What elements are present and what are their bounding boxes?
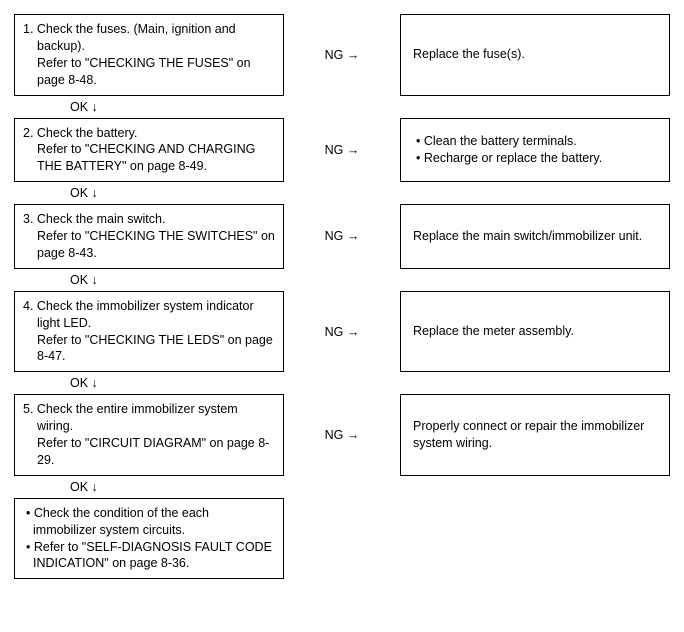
ok-row: OK ↓	[14, 96, 670, 118]
arrow-down-icon: ↓	[92, 480, 98, 494]
ok-row: OK ↓	[14, 476, 670, 498]
step-box: 1. Check the fuses. (Main, ignition and …	[14, 14, 284, 96]
ng-connector: NG →	[284, 204, 400, 269]
ng-connector: NG →	[284, 14, 400, 96]
ok-row: OK ↓	[14, 269, 670, 291]
ok-connector: OK ↓	[14, 269, 284, 291]
ok-label: OK	[70, 100, 88, 114]
result-box: Replace the meter assembly.	[400, 291, 670, 373]
result-line: Clean the battery terminals.	[413, 133, 657, 150]
step-number: 4.	[23, 299, 37, 313]
final-box: Check the condition of the each immobili…	[14, 498, 284, 580]
ok-label: OK	[70, 480, 88, 494]
flow-row: 5. Check the entire immobilizer system w…	[14, 394, 670, 476]
flow-row: 4. Check the immobilizer system indicato…	[14, 291, 670, 373]
arrow-down-icon: ↓	[92, 100, 98, 114]
ng-connector: NG →	[284, 394, 400, 476]
step-number: 2.	[23, 126, 37, 140]
flow-row: 3. Check the main switch.Refer to "CHECK…	[14, 204, 670, 269]
step-box: 5. Check the entire immobilizer system w…	[14, 394, 284, 476]
ok-label: OK	[70, 273, 88, 287]
step-number: 5.	[23, 402, 37, 416]
ok-label: OK	[70, 186, 88, 200]
step-line: 3. Check the main switch.	[23, 211, 275, 228]
step-line: Refer to "CHECKING AND CHARGING THE BATT…	[23, 141, 275, 175]
step-line: Refer to "CHECKING THE LEDS" on page 8-4…	[23, 332, 275, 366]
step-line: 2. Check the battery.	[23, 125, 275, 142]
ok-connector: OK ↓	[14, 182, 284, 204]
ng-label: NG	[325, 428, 344, 442]
final-line: Refer to "SELF-DIAGNOSIS FAULT CODE INDI…	[23, 539, 275, 573]
flow-row: 1. Check the fuses. (Main, ignition and …	[14, 14, 670, 96]
ok-label: OK	[70, 376, 88, 390]
ng-connector: NG →	[284, 291, 400, 373]
step-box: 4. Check the immobilizer system indicato…	[14, 291, 284, 373]
step-line: 4. Check the immobilizer system indicato…	[23, 298, 275, 332]
step-line: Refer to "CHECKING THE FUSES" on page 8-…	[23, 55, 275, 89]
ok-row: OK ↓	[14, 372, 670, 394]
result-box: Clean the battery terminals.Recharge or …	[400, 118, 670, 183]
flow-row: 2. Check the battery.Refer to "CHECKING …	[14, 118, 670, 183]
ok-connector: OK ↓	[14, 372, 284, 394]
step-box: 2. Check the battery.Refer to "CHECKING …	[14, 118, 284, 183]
result-box: Properly connect or repair the immobiliz…	[400, 394, 670, 476]
step-number: 3.	[23, 212, 37, 226]
ng-label: NG	[325, 48, 344, 62]
arrow-down-icon: ↓	[92, 186, 98, 200]
arrow-right-icon: →	[347, 143, 360, 157]
flow-row-final: Check the condition of the each immobili…	[14, 498, 670, 580]
step-line: 5. Check the entire immobilizer system w…	[23, 401, 275, 435]
troubleshooting-flowchart: 1. Check the fuses. (Main, ignition and …	[14, 14, 670, 579]
ng-label: NG	[325, 229, 344, 243]
ng-label: NG	[325, 325, 344, 339]
result-line: Replace the main switch/immobilizer unit…	[413, 228, 657, 245]
ok-row: OK ↓	[14, 182, 670, 204]
ng-connector: NG →	[284, 118, 400, 183]
result-box: Replace the fuse(s).	[400, 14, 670, 96]
step-line: 1. Check the fuses. (Main, ignition and …	[23, 21, 275, 55]
arrow-right-icon: →	[347, 48, 360, 62]
ng-label: NG	[325, 143, 344, 157]
step-line: Refer to "CHECKING THE SWITCHES" on page…	[23, 228, 275, 262]
result-line: Replace the fuse(s).	[413, 46, 657, 63]
arrow-right-icon: →	[347, 428, 360, 442]
arrow-right-icon: →	[347, 229, 360, 243]
arrow-down-icon: ↓	[92, 273, 98, 287]
result-line: Properly connect or repair the immobiliz…	[413, 418, 657, 452]
final-line: Check the condition of the each immobili…	[23, 505, 275, 539]
result-line: Recharge or replace the battery.	[413, 150, 657, 167]
ok-connector: OK ↓	[14, 476, 284, 498]
ok-connector: OK ↓	[14, 96, 284, 118]
step-box: 3. Check the main switch.Refer to "CHECK…	[14, 204, 284, 269]
step-number: 1.	[23, 22, 37, 36]
result-box: Replace the main switch/immobilizer unit…	[400, 204, 670, 269]
arrow-down-icon: ↓	[92, 376, 98, 390]
arrow-right-icon: →	[347, 325, 360, 339]
result-line: Replace the meter assembly.	[413, 323, 657, 340]
step-line: Refer to "CIRCUIT DIAGRAM" on page 8-29.	[23, 435, 275, 469]
